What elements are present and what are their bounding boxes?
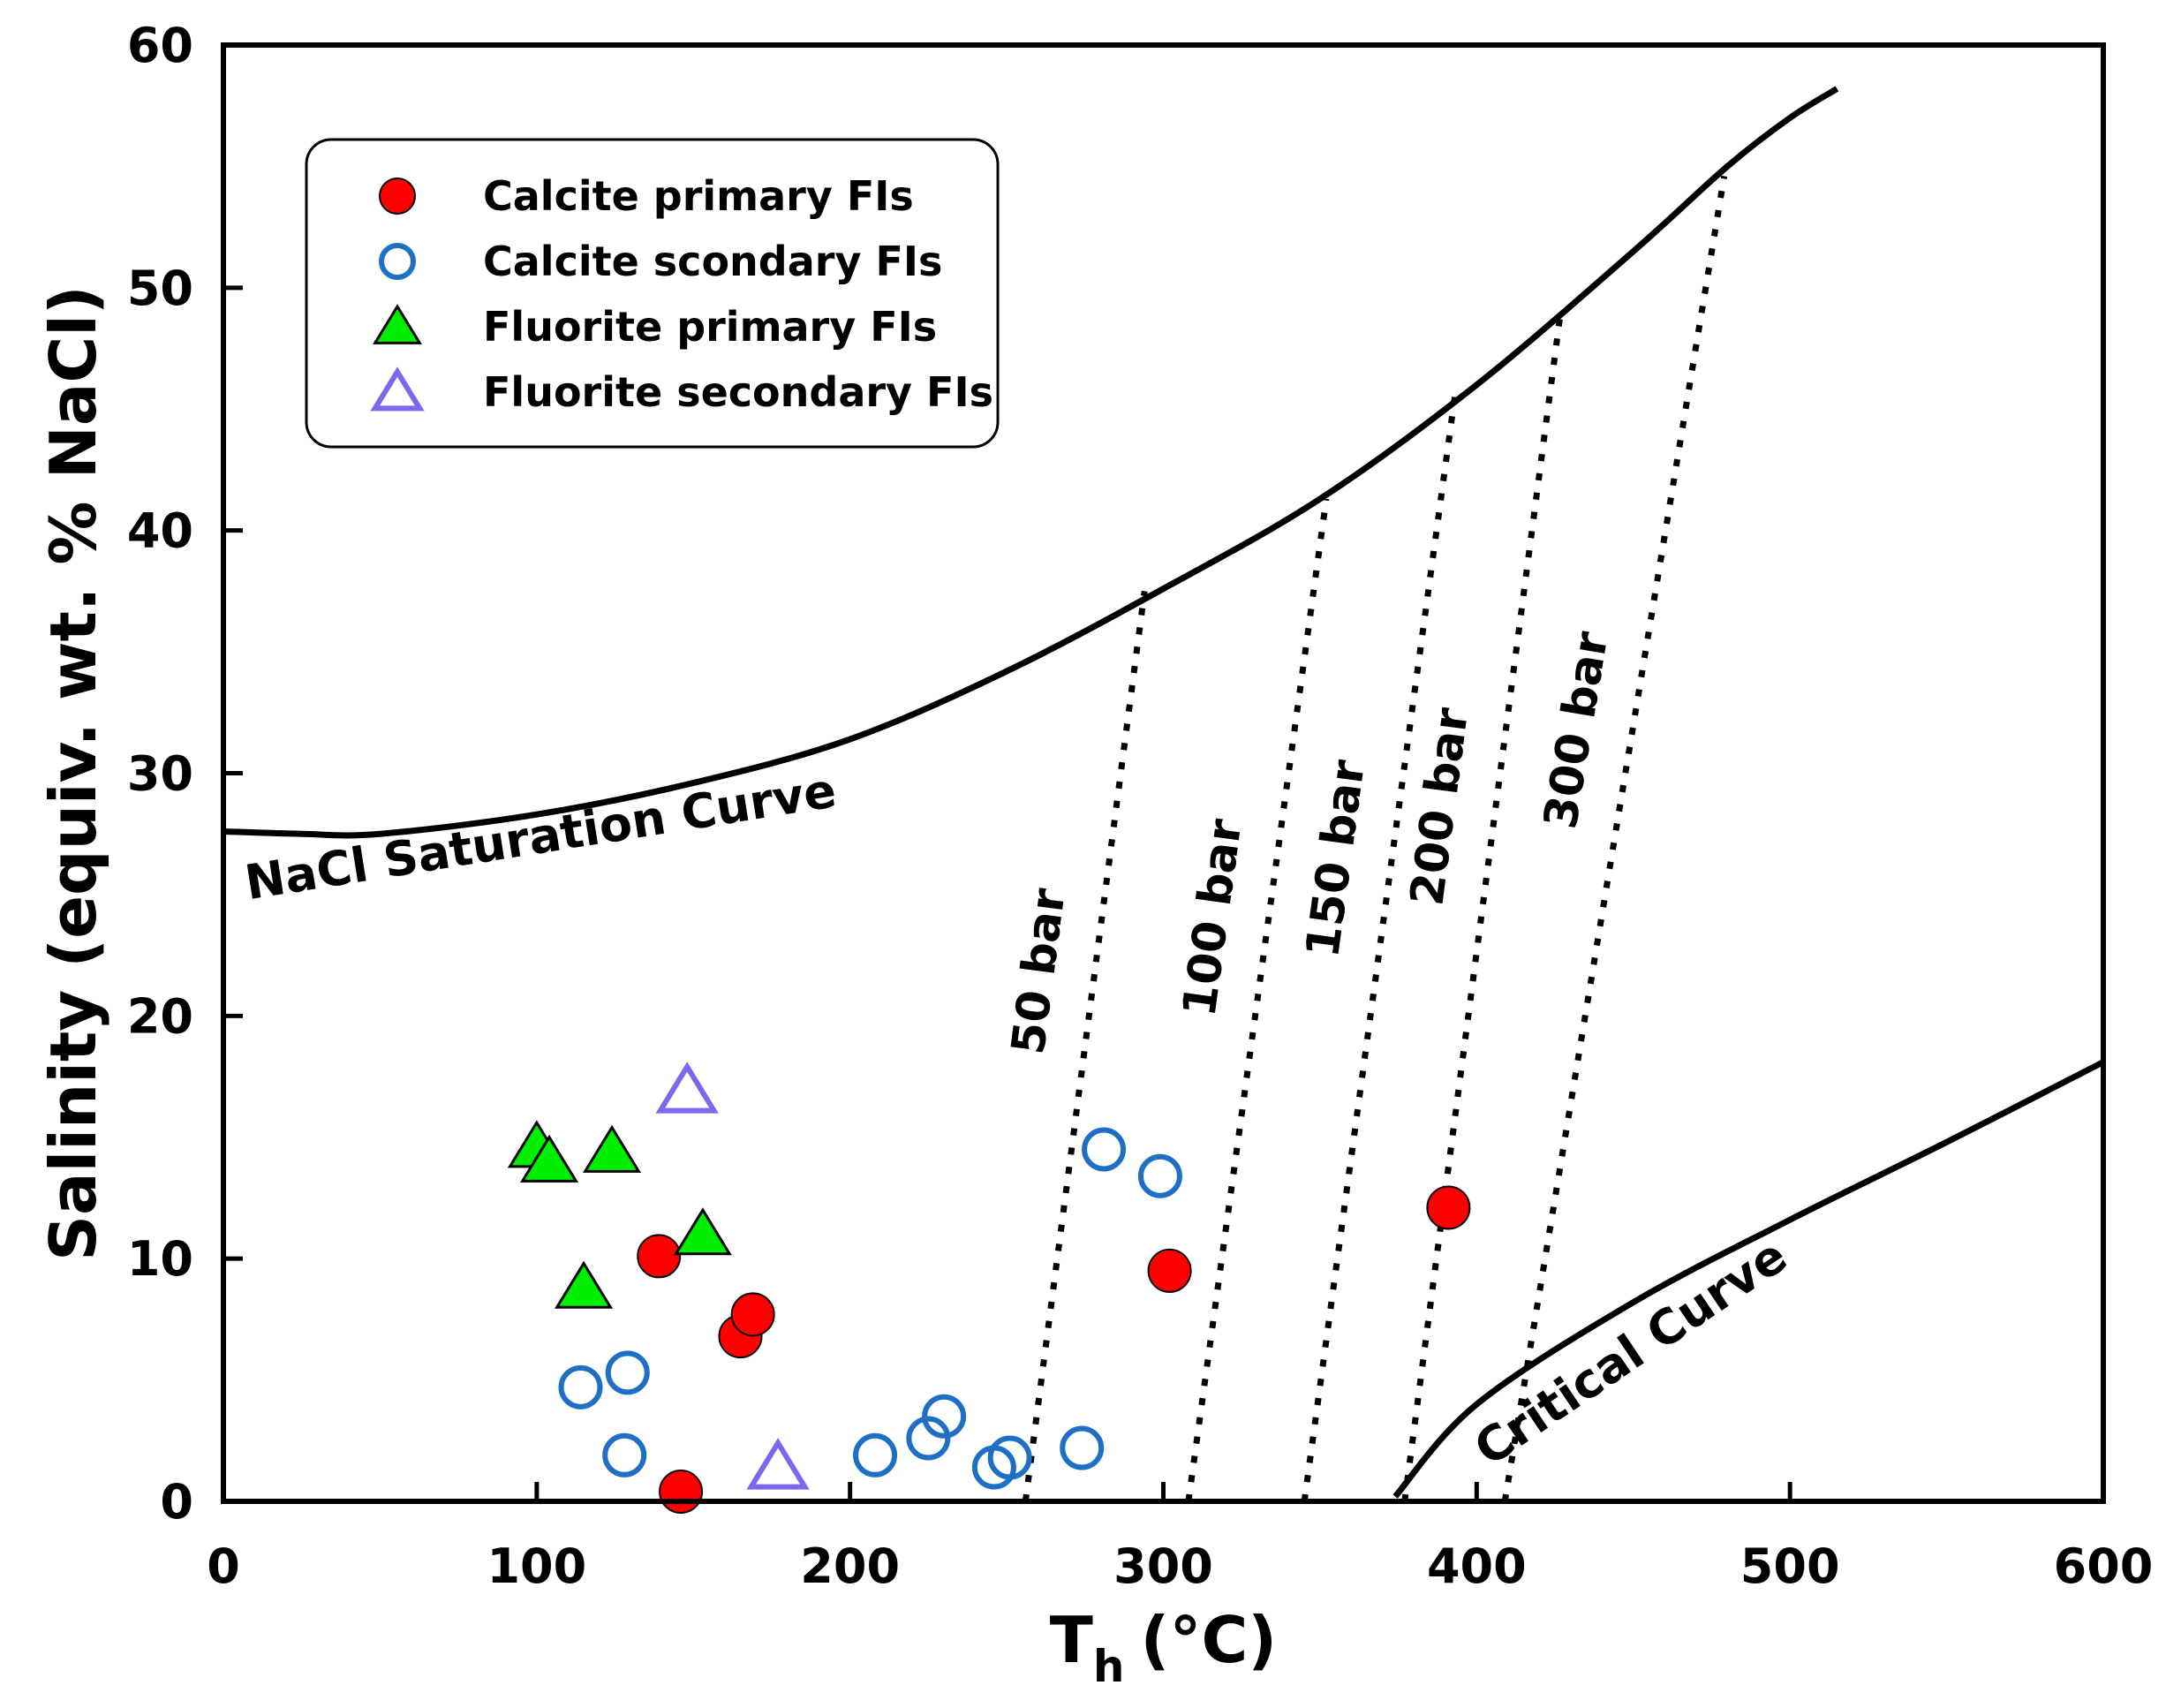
y-tick-label: 0 (160, 1474, 193, 1530)
legend-label-calcite-primary-fis: Calcite primary FIs (483, 172, 914, 220)
x-axis-title-unit: (°C) (1141, 1603, 1278, 1677)
calcite-secondary-point (853, 1432, 898, 1477)
isobar-label: 50 bar (1002, 885, 1076, 1057)
isobar-100-bar (1185, 498, 1330, 1502)
legend: Calcite primary FIs Calcite scondary FIs F… (305, 138, 1000, 449)
y-tick-label: 50 (127, 261, 193, 316)
fluorite-secondary-point (746, 1438, 810, 1490)
critical-curve-line (1392, 1059, 2105, 1499)
calcite-secondary-point (605, 1350, 650, 1395)
x-tick-label: 600 (2054, 1538, 2154, 1594)
y-tick-label: 10 (127, 1231, 193, 1287)
x-tick-label: 100 (487, 1538, 586, 1594)
x-tick-label: 0 (207, 1538, 240, 1594)
isobars-layer: 50 bar 100 bar 150 bar 200 bar 300 bar (1002, 175, 1728, 1502)
axis-ticks: 0 100 200 300 400 500 600 0 10 20 30 40 50 60 (127, 18, 2154, 1594)
x-tick-label: 400 (1427, 1538, 1527, 1594)
calcite-primary-point (1426, 1185, 1471, 1230)
isobar-label: 200 bar (1400, 705, 1479, 909)
x-axis-title-subscript: h (1093, 1641, 1125, 1692)
calcite-secondary-point (1137, 1153, 1182, 1198)
legend-marker-calcite-scondary-fis (379, 243, 416, 280)
legend-marker-fluorite-primary-fis (373, 304, 422, 344)
calcite-secondary-point (558, 1364, 603, 1409)
calcite-primary-point (730, 1292, 775, 1337)
y-tick-label: 40 (127, 503, 193, 559)
y-tick-label: 60 (127, 18, 193, 73)
fluorite-primary-point (519, 1134, 579, 1183)
legend-label-fluorite-primary-fis: Fluorite primary FIs (483, 303, 937, 351)
fluorite-primary-point (555, 1260, 614, 1309)
legend-label-fluorite-secondary-fis: Fluorite secondary FIs (483, 368, 993, 416)
nacl-saturation-curve-line (223, 86, 1839, 839)
calcite-primary-point (637, 1234, 682, 1279)
calcite-secondary-point (987, 1435, 1032, 1480)
isobar-label: 150 bar (1296, 757, 1376, 961)
calcite-primary-point (659, 1470, 704, 1515)
x-axis-title-main: T (1050, 1603, 1093, 1677)
x-axis-title: Th (°C) (1050, 1603, 1277, 1692)
calcite-secondary-point (922, 1394, 967, 1439)
fluorite-primary-point (582, 1124, 642, 1173)
y-tick-label: 20 (127, 988, 193, 1044)
x-tick-label: 300 (1113, 1538, 1213, 1594)
fluorite-secondary-point (655, 1062, 719, 1114)
calcite-primary-point (1147, 1248, 1192, 1293)
legend-marker-fluorite-secondary-fis (370, 367, 425, 412)
x-tick-label: 500 (1740, 1538, 1840, 1594)
x-tick-label: 200 (800, 1538, 900, 1594)
calcite-secondary-point (906, 1416, 951, 1461)
calcite-secondary-point (1082, 1127, 1127, 1172)
legend-marker-calcite-primary-fis (379, 178, 416, 215)
legend-label-calcite-scondary-fis: Calcite scondary FIs (483, 238, 942, 285)
legend-box (305, 138, 1000, 449)
isobar-label: 300 bar (1535, 628, 1619, 833)
fluorite-primary-point (673, 1207, 732, 1256)
curves-layer (223, 86, 2105, 1499)
isobar-200-bar (1401, 306, 1565, 1502)
calcite-secondary-point (602, 1432, 647, 1477)
y-tick-label: 30 (127, 746, 193, 802)
critical-curve-label: Critical Curve (1465, 1228, 1797, 1477)
calcite-secondary-point (1060, 1425, 1105, 1470)
isobar-label: 100 bar (1174, 816, 1253, 1020)
points-layer (507, 1062, 1471, 1515)
y-axis-title: Salinity (equiv. wt. % NaCl) (36, 285, 110, 1261)
